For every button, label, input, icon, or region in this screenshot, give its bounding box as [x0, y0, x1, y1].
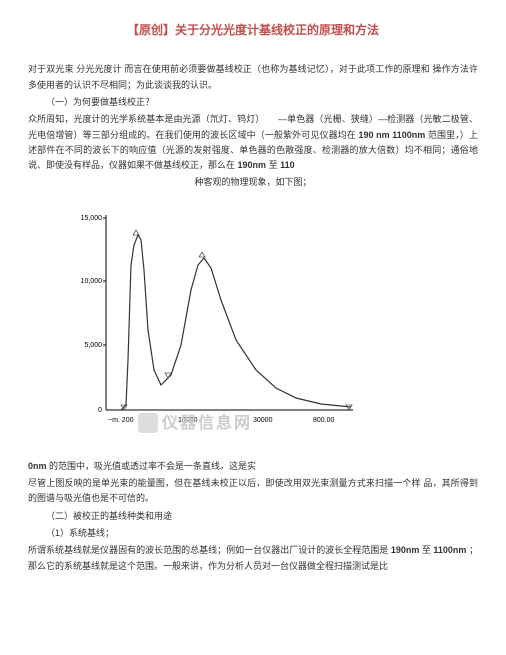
spectrum-chart: 15,000 10,000 5,000 0 ~m. 200 10000 3000… [78, 195, 358, 455]
p6-val-d: 1100nm [433, 545, 466, 555]
peak-marker-1 [133, 230, 139, 235]
p6-text-a: 所谓系统基线就是仪器固有的波长范围的总基线；例如一台仪器出厂设计的波长全程范围是 [28, 545, 388, 555]
section-1-heading: （一）为何要做基线校正？ [28, 95, 478, 110]
xlab-2: 30000 [253, 417, 273, 424]
para-5: 尽管上图反映的是单光束的能量图，但在基线未校正以后，即使改用双光束测量方式来扫描… [28, 476, 478, 507]
peak-marker-2 [199, 252, 205, 257]
watermark-icon [138, 413, 158, 433]
p6-text-c: 至 [422, 545, 431, 555]
xlab-0: ~m. 200 [108, 417, 134, 424]
p4-text: 的范围中，吸光值或透过率不会是一条直线。这是实 [49, 461, 256, 471]
xlab-3: 800.00 [313, 417, 335, 424]
ylab-1: 10,000 [81, 278, 103, 285]
section-2-heading: （二）被校正的基线种类和用途 [28, 509, 478, 524]
para-6: 所谓系统基线就是仪器固有的波长范围的总基线；例如一台仪器出厂设计的波长全程范围是… [28, 543, 478, 574]
para-4: 0nm 的范围中，吸光值或透过率不会是一条直线。这是实 [28, 459, 478, 474]
p4-val: 0nm [28, 461, 47, 471]
valley-marker-3 [346, 405, 352, 410]
p2-val-e: 190nm [238, 160, 267, 170]
watermark: 仪器信息网 [138, 410, 252, 437]
para-2: 众所周知，光度计的光学系统基本是由光源（氘灯、钨灯） —单色器（光栅、狭缝）—检… [28, 112, 478, 173]
p2-val-b: 190 nm [359, 130, 390, 140]
spectrum-line [121, 235, 351, 410]
section-2a-heading: （1）系统基线； [28, 526, 478, 541]
ylab-3: 0 [98, 407, 102, 414]
p2-val-g: 110 [280, 160, 295, 170]
p2-val-c: 1100nm [392, 130, 425, 140]
ylab-2: 5,000 [84, 342, 102, 349]
intro-para: 对于双光束 分光光度计 而言在使用前必须要做基线校正（也称为基线记忆），对于此项… [28, 62, 478, 93]
para-3: 种客观的物理现象，如下图； [28, 175, 478, 190]
p6-val-b: 190nm [391, 545, 420, 555]
watermark-text: 仪器信息网 [162, 415, 252, 432]
page-title: 【原创】关于分光光度计基线校正的原理和方法 [28, 20, 478, 40]
ylab-0: 15,000 [81, 215, 103, 222]
p2-text-f: 至 [269, 160, 278, 170]
